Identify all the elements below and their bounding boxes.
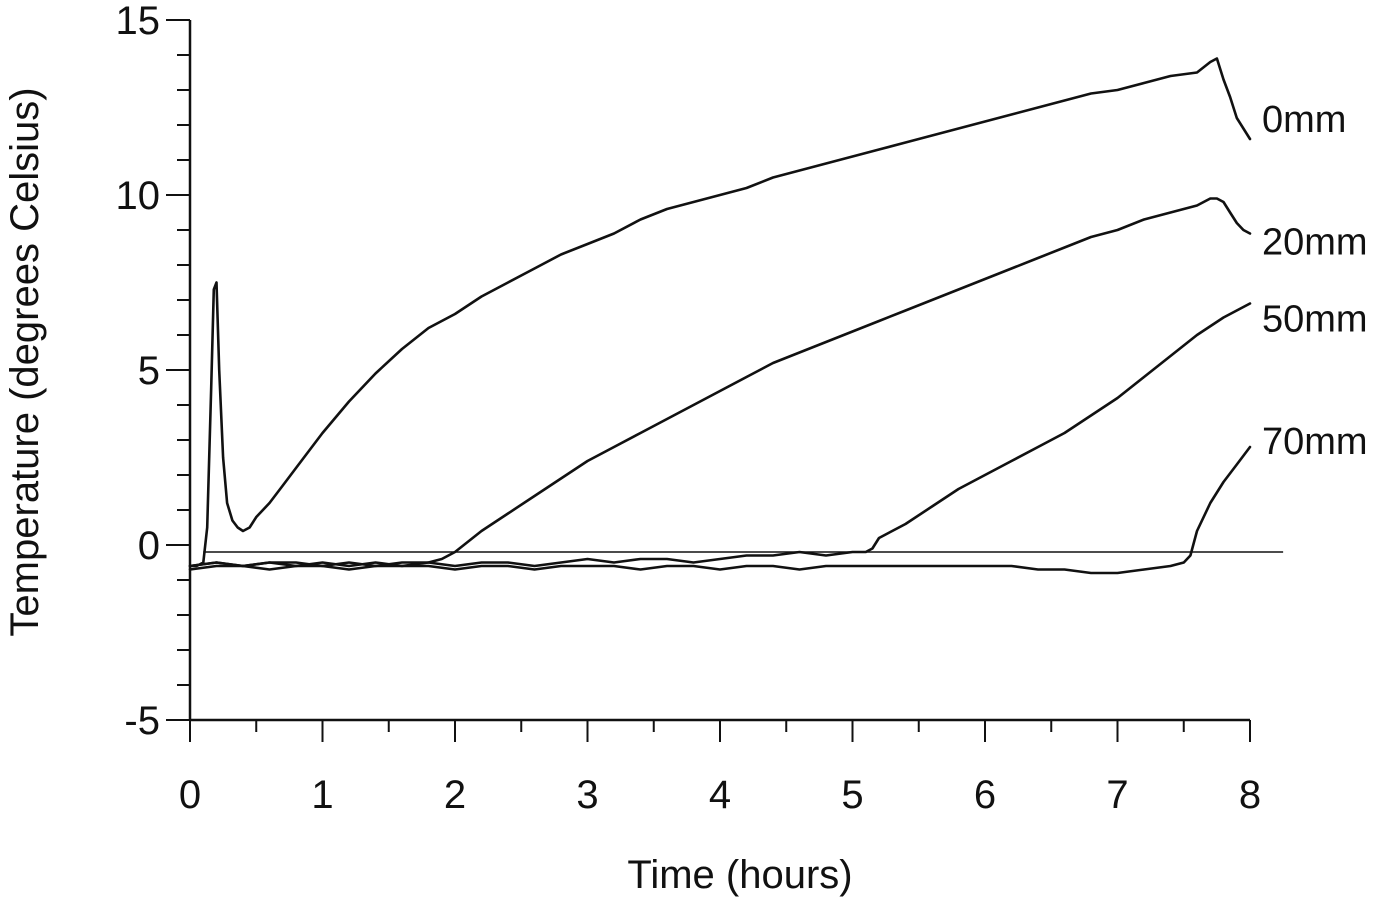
series-label-50mm: 50mm	[1262, 299, 1368, 341]
series-line-0mm	[188, 57, 1252, 568]
x-tick-label: 0	[179, 773, 201, 817]
x-tick-label: 8	[1239, 773, 1261, 817]
x-tick-label: 7	[1106, 773, 1128, 817]
tick-layer: 0 1 2 3 4 5 6 7 8 -5 0 5 10 15	[116, 0, 1262, 817]
series-layer	[188, 57, 1252, 575]
x-tick-label: 4	[709, 773, 731, 817]
y-axis-title: Temperature (degrees Celsius)	[3, 87, 47, 636]
y-tick-label: 15	[116, 0, 161, 43]
y-tick-label: 5	[138, 349, 160, 393]
series-label-20mm: 20mm	[1262, 222, 1368, 264]
x-axis-title: Time (hours)	[627, 853, 852, 897]
series-line-50mm	[188, 302, 1252, 568]
series-label-layer: 0mm 20mm 50mm 70mm	[1262, 99, 1368, 463]
series-label-70mm: 70mm	[1262, 421, 1368, 463]
y-tick-label: 0	[138, 524, 160, 568]
series-line-70mm	[188, 445, 1252, 575]
series-label-0mm: 0mm	[1262, 99, 1346, 141]
x-tick-label: 6	[974, 773, 996, 817]
x-tick-label: 1	[311, 773, 333, 817]
y-tick-label: 10	[116, 174, 161, 218]
y-tick-label: -5	[124, 699, 160, 743]
x-tick-label: 5	[841, 773, 863, 817]
x-tick-label: 3	[576, 773, 598, 817]
x-tick-label: 2	[444, 773, 466, 817]
series-line-20mm	[188, 197, 1252, 568]
axes-layer	[188, 20, 1250, 722]
